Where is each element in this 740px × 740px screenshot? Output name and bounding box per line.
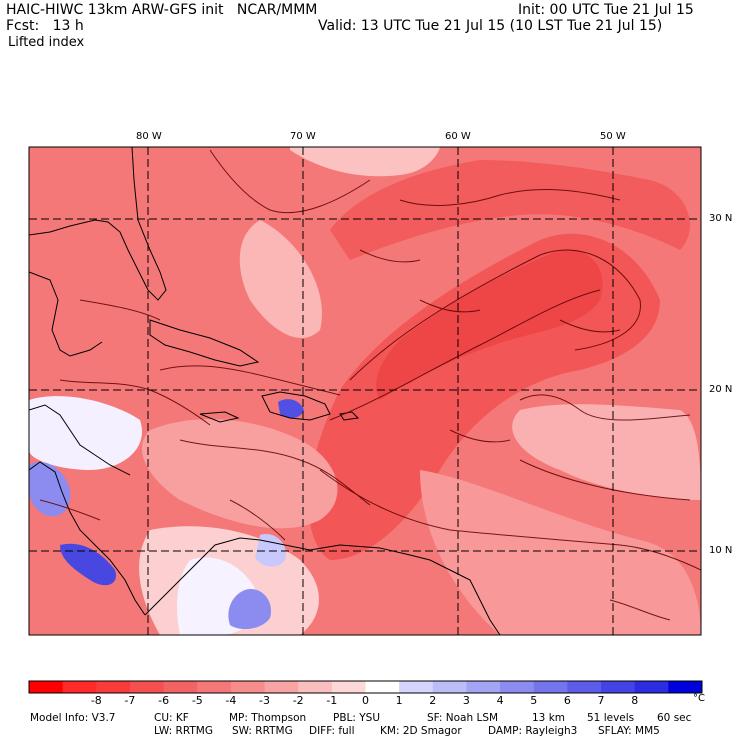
lon-label-80w: 80 W: [136, 131, 162, 142]
legend-swatch: [230, 681, 266, 693]
model-info: Model Info: V3.7: [30, 712, 116, 724]
legend-swatch: [466, 681, 501, 693]
blue-central-america: [29, 461, 71, 517]
vertical-levels: 51 levels: [587, 712, 635, 724]
legend-tick-label: -2: [292, 694, 304, 707]
legend-tick-label: 2: [429, 694, 437, 707]
blue-hispaniola: [278, 399, 304, 419]
white-patch-west: [29, 396, 142, 470]
resolution: 13 km: [532, 712, 566, 724]
lat-label-30n: 30 N: [709, 213, 733, 224]
sf-scheme: SF: Noah LSM: [427, 712, 499, 724]
legend-tick-label: 5: [530, 694, 538, 707]
legend-tick-label: 6: [563, 694, 571, 707]
legend-tick-label: 8: [631, 694, 639, 707]
map-frame: [28, 146, 702, 636]
light-red-south: [420, 470, 701, 635]
legend-swatch: [634, 681, 669, 693]
legend-tick-label: 1: [395, 694, 403, 707]
lat-label-10n: 10 N: [709, 545, 733, 556]
sw-scheme: SW: RRTMG: [232, 725, 293, 737]
legend-tick-label: -6: [158, 694, 170, 707]
pale-blue-venezuela: [255, 534, 286, 567]
legend-tick-label: -5: [191, 694, 203, 707]
legend-tick-label: 4: [496, 694, 504, 707]
legend-swatch: [533, 681, 568, 693]
legend-tick-label: -3: [259, 694, 270, 707]
damp-scheme: DAMP: Rayleigh3: [488, 725, 578, 737]
legend-unit: °C: [693, 693, 705, 704]
legend-swatch: [96, 681, 131, 693]
legend-tick-label: -4: [225, 694, 237, 707]
sflay-scheme: SFLAY: MM5: [598, 725, 660, 737]
init-time: Init: 00 UTC Tue 21 Jul 15: [518, 2, 694, 18]
cu-scheme: CU: KF: [154, 712, 189, 724]
forecast-hour: Fcst: 13 h: [6, 18, 84, 34]
legend-frame: [28, 680, 703, 694]
legend-swatch: [432, 681, 467, 693]
valid-time: Valid: 13 UTC Tue 21 Jul 15 (10 LST Tue …: [318, 18, 663, 34]
lon-label-70w: 70 W: [290, 131, 316, 142]
lat-label-20n: 20 N: [709, 384, 733, 395]
legend-swatch: [500, 681, 535, 693]
km-scheme: KM: 2D Smagor: [380, 725, 462, 737]
legend-swatch: [62, 681, 97, 693]
legend-swatch: [365, 681, 400, 693]
diff-scheme: DIFF: full: [309, 725, 355, 737]
caribbean-light: [141, 419, 338, 529]
legend-tick-label: 0: [362, 694, 369, 707]
pale-red-central: [239, 220, 322, 339]
legend-tick-label: 3: [462, 694, 470, 707]
model-title: HAIC-HIWC 13km ARW-GFS init NCAR/MMM: [6, 2, 318, 18]
mp-scheme: MP: Thompson: [229, 712, 307, 724]
legend-swatch: [197, 681, 232, 693]
lon-label-60w: 60 W: [445, 131, 471, 142]
field-name: Lifted index: [8, 35, 85, 50]
deep-red-north: [330, 160, 690, 260]
legend-tick-label: -1: [326, 694, 338, 707]
legend-swatch: [668, 681, 703, 693]
legend-swatch: [567, 681, 602, 693]
legend-swatch: [29, 681, 64, 693]
pale-red-atlantic: [290, 147, 440, 177]
deepest-red-core: [376, 249, 603, 400]
pale-red-east: [512, 404, 701, 500]
legend-swatch: [399, 681, 434, 693]
coastlines: [29, 147, 501, 635]
legend-swatch: [331, 681, 366, 693]
legend-swatch: [163, 681, 198, 693]
legend-colorbar: [28, 680, 703, 694]
legend-swatch: [129, 681, 165, 693]
deep-blue-panama: [60, 543, 116, 586]
pbl-scheme: PBL: YSU: [333, 712, 381, 724]
legend-swatch: [264, 681, 299, 693]
legend-tick-label: 7: [597, 694, 605, 707]
legend-tick-label: -7: [124, 694, 136, 707]
blue-venezuela: [228, 589, 271, 630]
contours: [39, 149, 701, 621]
legend-swatch: [298, 681, 333, 693]
legend-tick-label: -8: [90, 694, 102, 707]
lat-lon-grid: [29, 147, 701, 635]
lon-label-50w: 50 W: [600, 131, 626, 142]
time-step: 60 sec: [657, 712, 692, 724]
legend-swatch: [601, 681, 636, 693]
lw-scheme: LW: RRTMG: [154, 725, 213, 737]
